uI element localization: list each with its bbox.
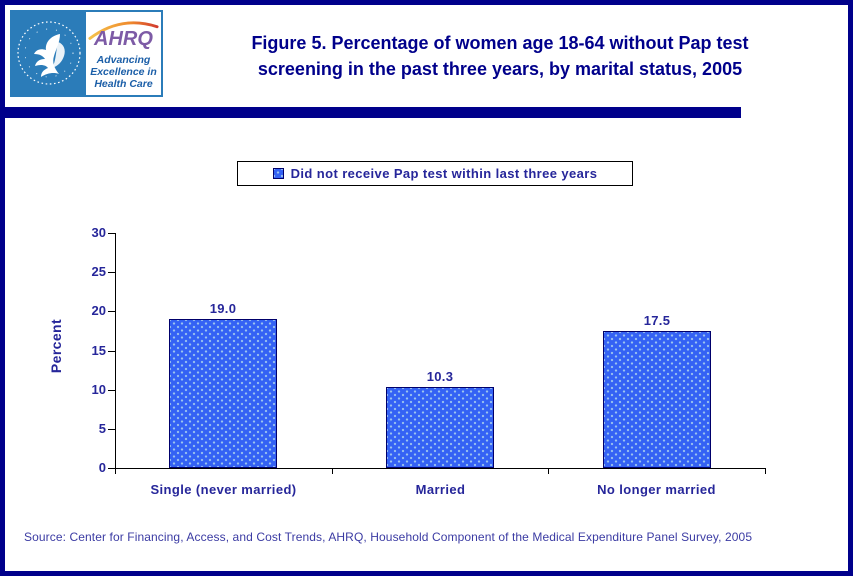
y-tick-label: 5: [98, 421, 106, 436]
ahrq-logo-panel: AHRQ Advancing Excellence in Health Care: [86, 12, 161, 95]
bar-3: [603, 331, 711, 468]
x-category-label: Single (never married): [150, 482, 297, 497]
y-tick-mark: [108, 272, 115, 273]
y-tick-mark: [108, 429, 115, 430]
x-tick-mark: [115, 468, 116, 474]
x-tick-mark: [548, 468, 549, 474]
legend-swatch-icon: [272, 168, 284, 179]
figure-title: Figure 5. Percentage of women age 18-64 …: [170, 30, 830, 82]
ahrq-tagline-line3: Health Care: [94, 78, 153, 90]
ahrq-swoosh-icon: [88, 21, 159, 40]
bar-2: [386, 387, 494, 468]
bar-1: [169, 319, 277, 468]
header-divider-bar: [0, 107, 741, 118]
y-tick-mark: [108, 233, 115, 234]
figure-title-line2: screening in the past three years, by ma…: [257, 59, 743, 79]
figure-title-line1: Figure 5. Percentage of women age 18-64 …: [251, 33, 749, 53]
x-axis-line: [115, 468, 766, 469]
chart-legend: Did not receive Pap test within last thr…: [237, 161, 633, 186]
x-tick-mark: [765, 468, 766, 474]
legend-label: Did not receive Pap test within last thr…: [290, 166, 598, 181]
hhs-eagle-seal-icon: [17, 21, 81, 85]
y-tick-mark: [108, 351, 115, 352]
source-note: Source: Center for Financing, Access, an…: [24, 530, 753, 544]
y-axis-line: [115, 233, 116, 468]
y-tick-label: 30: [91, 225, 106, 240]
bar-value-label: 19.0: [209, 301, 237, 316]
bar-value-label: 10.3: [426, 369, 454, 384]
y-tick-mark: [108, 468, 115, 469]
y-tick-label: 10: [91, 382, 106, 397]
y-tick-label: 0: [98, 460, 106, 475]
bar-value-label: 17.5: [643, 313, 671, 328]
y-tick-label: 20: [91, 303, 106, 318]
y-tick-label: 25: [91, 264, 106, 279]
ahrq-tagline: Advancing Excellence in Health Care: [86, 54, 161, 90]
hhs-seal-panel: [12, 12, 86, 95]
x-category-label: No longer married: [597, 482, 716, 497]
ahrq-acronym: AHRQ: [94, 28, 153, 50]
ahrq-hhs-logo: AHRQ Advancing Excellence in Health Care: [10, 10, 163, 97]
x-category-label: Married: [415, 482, 466, 497]
y-tick-mark: [108, 390, 115, 391]
y-tick-mark: [108, 311, 115, 312]
ahrq-tagline-line2: Excellence in: [90, 66, 157, 78]
ahrq-tagline-line1: Advancing: [96, 54, 151, 66]
x-tick-mark: [332, 468, 333, 474]
y-tick-label: 15: [91, 343, 106, 358]
